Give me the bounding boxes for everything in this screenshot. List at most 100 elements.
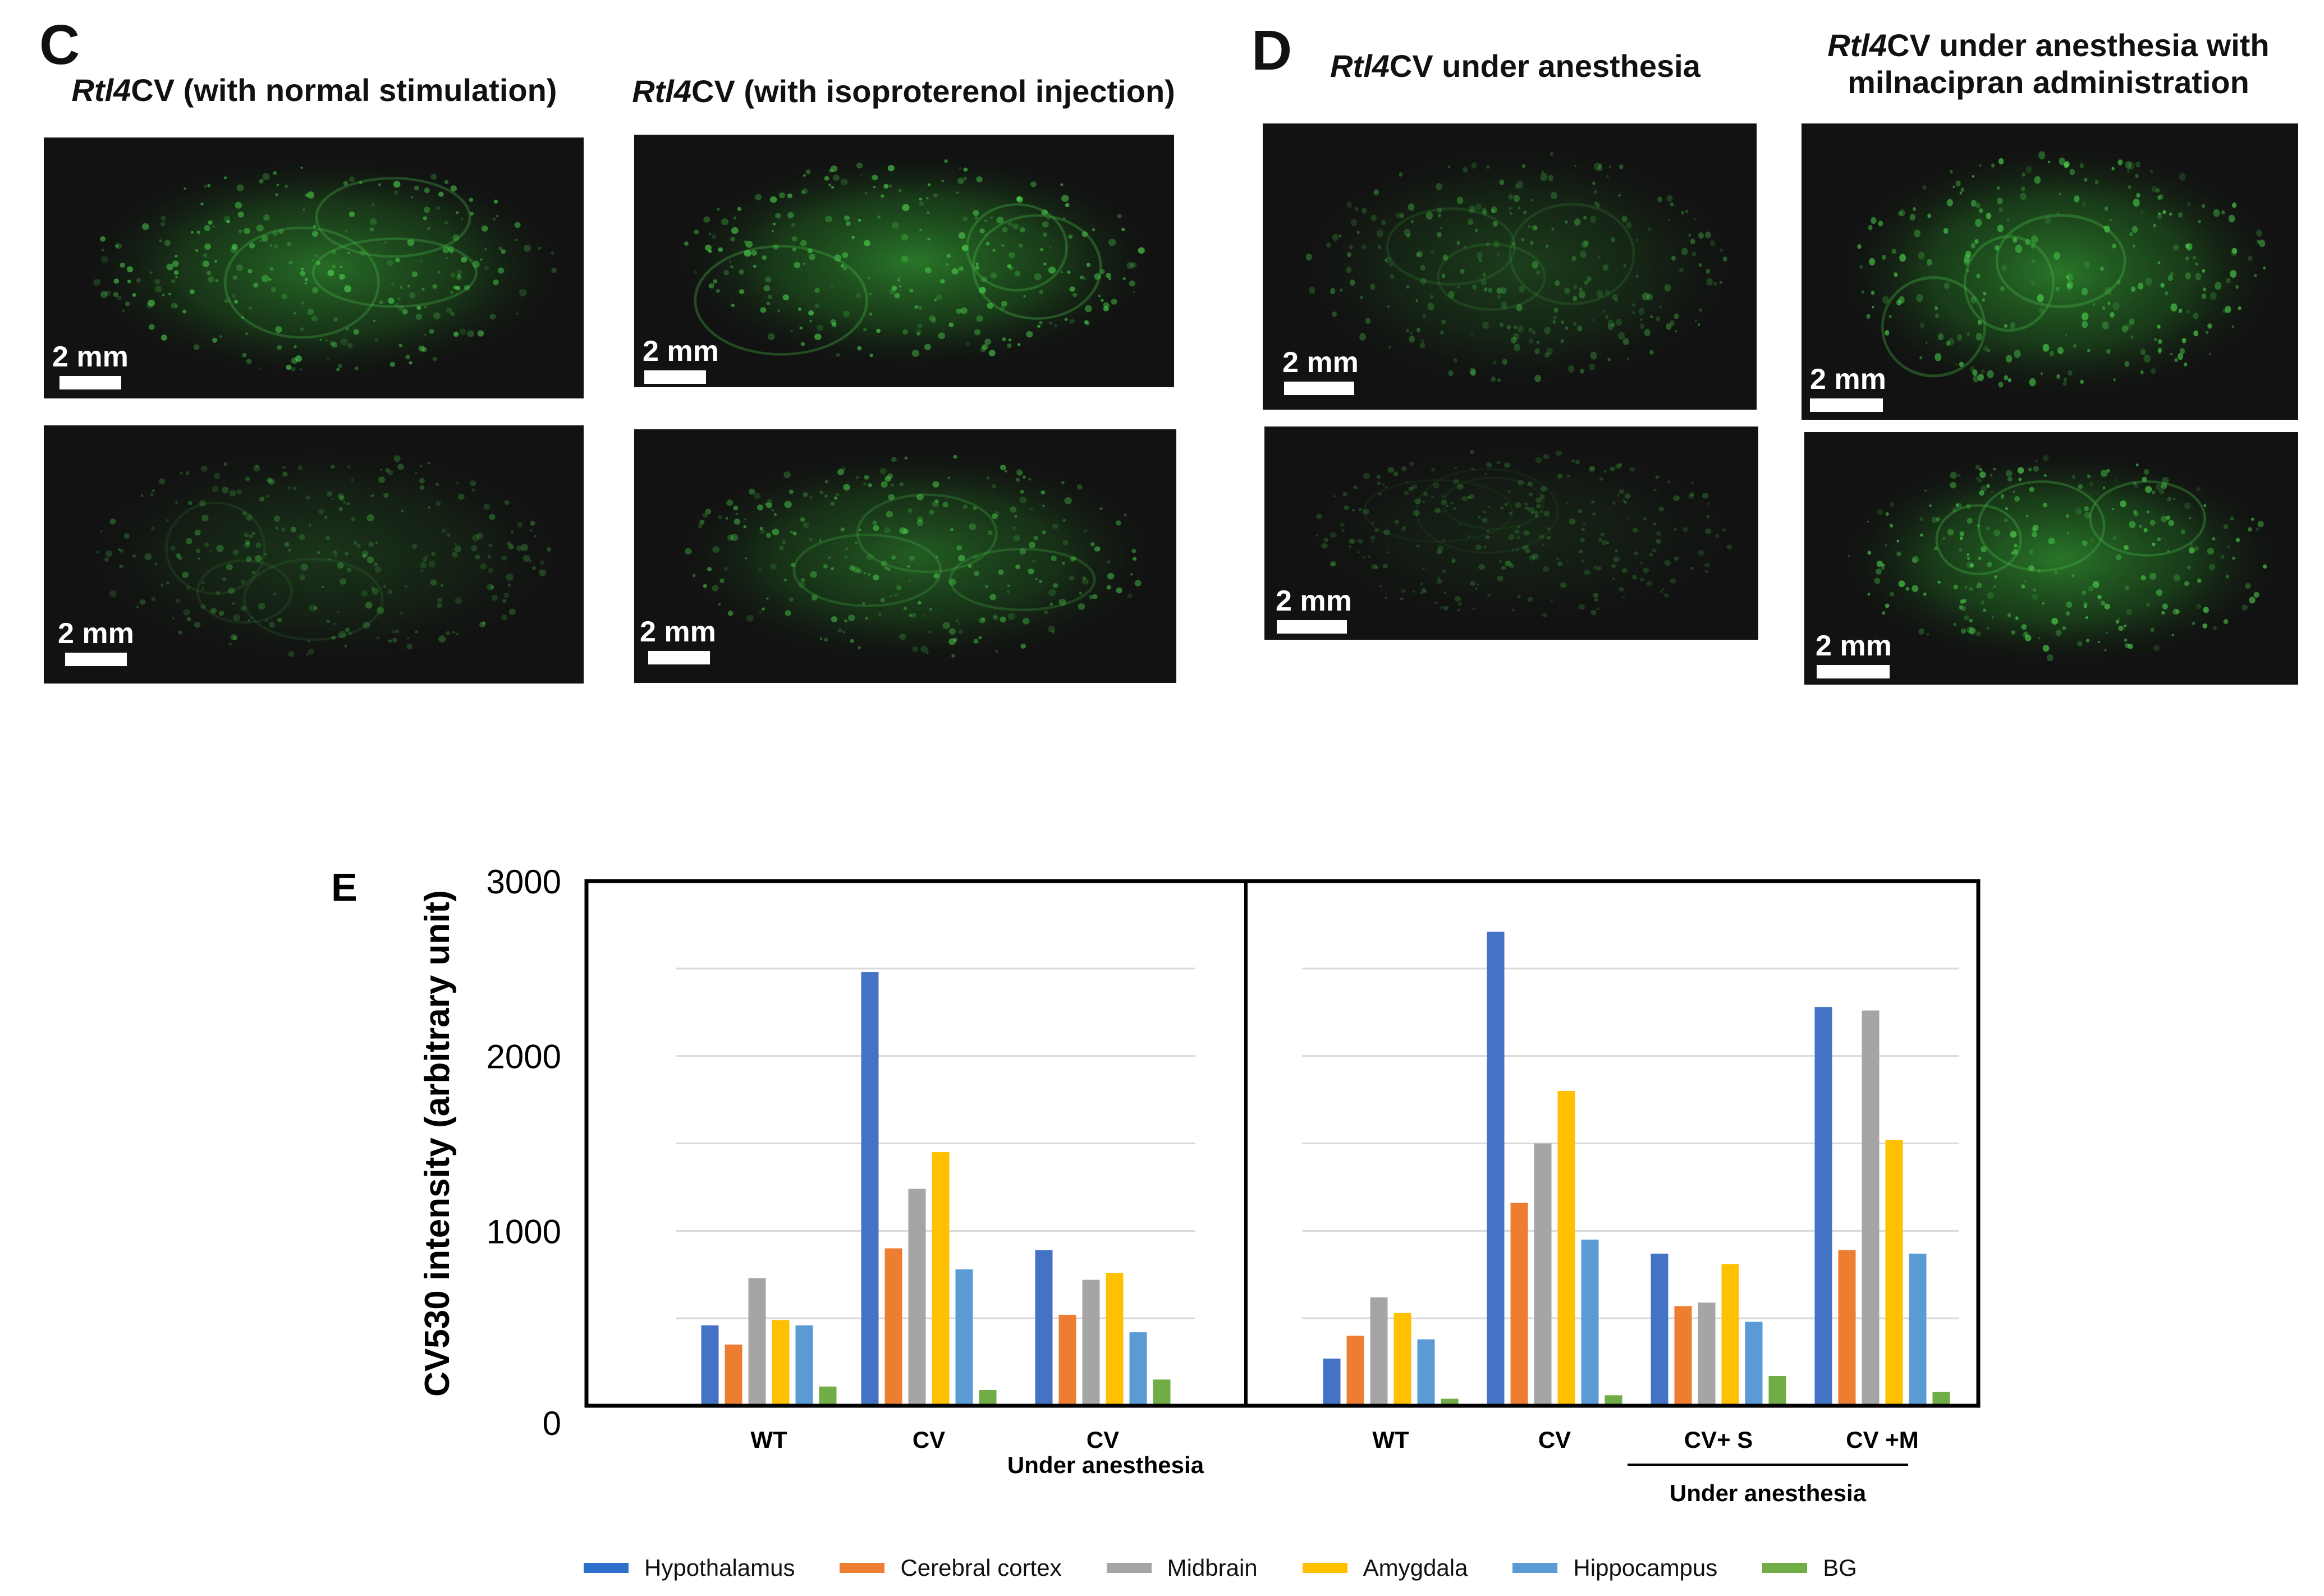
- bar-left-cv-bg: [1153, 1379, 1171, 1406]
- tissue-fluorescence: [677, 450, 1155, 663]
- bar-left-wt-amygdala: [772, 1320, 790, 1406]
- x-category-label: CV: [913, 1427, 945, 1453]
- tissue-fluorescence: [1302, 146, 1737, 387]
- scale-bar-label: 2 mm: [1816, 630, 1892, 662]
- scale-bar-label: 2 mm: [640, 616, 716, 648]
- panel-letter-e: E: [331, 865, 357, 909]
- chart-legend: Hypothalamus Cerebral cortex Midbrain Amygd…: [584, 1554, 1902, 1581]
- bar-right-cv-hypothalamus: [1487, 932, 1505, 1406]
- legend-label: BG: [1823, 1554, 1857, 1581]
- bar-right-cv-midbrain: [1534, 1143, 1552, 1406]
- bar-left-cv-amygdala: [1106, 1273, 1124, 1406]
- bar-left-cv-hippocampus: [955, 1269, 973, 1406]
- caption-gene-italic: Rtl4: [1330, 48, 1390, 84]
- bar-left-wt-hippocampus: [795, 1325, 813, 1406]
- legend-item: Midbrain: [1106, 1554, 1258, 1581]
- y-tick-label: 2000: [487, 1038, 561, 1076]
- scale-bar: [644, 370, 706, 384]
- under-anesthesia-label: Under anesthesia: [1670, 1480, 1867, 1506]
- legend-label: Hypothalamus: [644, 1554, 795, 1581]
- legend-item: BG: [1762, 1554, 1857, 1581]
- scale-bar: [59, 376, 121, 389]
- bar-right-wt-cerebral-cortex: [1346, 1336, 1364, 1406]
- caption-normal-stimulation: Rtl4CV (with normal stimulation): [45, 72, 584, 109]
- legend-label: Midbrain: [1167, 1554, 1258, 1581]
- caption-text: CV under anesthesia: [1389, 48, 1700, 84]
- legend-swatch: [1106, 1563, 1152, 1573]
- bar-right-cvs-bg: [1768, 1376, 1786, 1406]
- caption-under-anesthesia: Rtl4CV under anesthesia: [1319, 48, 1712, 85]
- microscopy-image: 2 mm: [634, 135, 1174, 387]
- x-category-label: WT: [1372, 1427, 1409, 1453]
- x-category-label: CV: [1087, 1427, 1119, 1453]
- bar-left-wt-bg: [819, 1386, 837, 1406]
- caption-gene-italic: Rtl4: [632, 74, 691, 109]
- x-category-label: WT: [750, 1427, 787, 1453]
- panel-letter-d: D: [1252, 19, 1292, 82]
- bar-left-cv-cerebral-cortex: [884, 1248, 902, 1406]
- legend-swatch: [1762, 1563, 1808, 1573]
- bar-right-cvm-amygdala: [1885, 1140, 1903, 1406]
- bar-chart: E 0 1000 2000 3000 CV530 intensity (arbitrary…: [331, 863, 1981, 1506]
- bar-right-cvs-cerebral-cortex: [1674, 1306, 1692, 1406]
- scale-bar: [1810, 398, 1883, 412]
- y-tick-label: 0: [543, 1405, 561, 1442]
- caption-text: CV under anesthesia with: [1887, 27, 2270, 63]
- bar-right-wt-hippocampus: [1417, 1339, 1435, 1406]
- bar-left-cv-hypothalamus: [861, 972, 879, 1406]
- bar-right-wt-midbrain: [1370, 1297, 1388, 1406]
- scale-bar-label: 2 mm: [1276, 585, 1352, 617]
- tissue-fluorescence: [1841, 147, 2279, 396]
- bar-right-cvm-midbrain: [1862, 1010, 1880, 1406]
- caption-isoproterenol: Rtl4CV (with isoproterenol injection): [629, 73, 1179, 110]
- bar-right-cvs-hippocampus: [1745, 1322, 1763, 1406]
- scale-bar-label: 2 mm: [643, 335, 719, 368]
- bar-right-cvs-amygdala: [1721, 1264, 1739, 1406]
- bar-right-cvm-cerebral-cortex: [1838, 1250, 1856, 1406]
- microscopy-image: 2 mm: [1263, 123, 1757, 410]
- bar-right-wt-hypothalamus: [1323, 1358, 1341, 1406]
- bar-right-cv-amygdala: [1557, 1091, 1575, 1406]
- legend-item: Hypothalamus: [584, 1554, 795, 1581]
- tissue-fluorescence: [86, 446, 562, 663]
- scale-bar: [1284, 382, 1354, 395]
- legend-swatch: [1302, 1563, 1347, 1573]
- tissue-fluorescence: [86, 158, 562, 378]
- legend-swatch: [584, 1563, 629, 1573]
- scale-bar: [65, 653, 127, 666]
- bar-right-cv-cerebral-cortex: [1510, 1203, 1528, 1406]
- x-category-label: CV: [1538, 1427, 1571, 1453]
- bar-left-cv-cerebral-cortex: [1058, 1314, 1076, 1406]
- legend-label: Cerebral cortex: [900, 1554, 1062, 1581]
- caption-gene-italic: Rtl4: [71, 72, 131, 108]
- x-category-sublabel: Under anesthesia: [1007, 1452, 1204, 1478]
- legend-item: Cerebral cortex: [840, 1554, 1062, 1581]
- bar-right-cv-hippocampus: [1581, 1239, 1599, 1406]
- y-tick-label: 1000: [487, 1213, 561, 1250]
- legend-label: Amygdala: [1363, 1554, 1468, 1581]
- microscopy-image: 2 mm: [1804, 432, 2298, 685]
- bar-left-cv-hypothalamus: [1035, 1250, 1053, 1406]
- scale-bar-label: 2 mm: [1810, 363, 1886, 396]
- bar-right-wt-amygdala: [1394, 1313, 1411, 1406]
- microscopy-image: 2 mm: [634, 429, 1176, 683]
- bar-left-wt-cerebral-cortex: [725, 1344, 742, 1406]
- bar-left-wt-hypothalamus: [701, 1325, 719, 1406]
- bar-right-cvm-hypothalamus: [1814, 1007, 1832, 1406]
- y-tick-label: 3000: [487, 863, 561, 901]
- microscopy-image: 2 mm: [1264, 426, 1758, 640]
- bar-right-cvm-hippocampus: [1909, 1253, 1927, 1406]
- scale-bar-label: 2 mm: [52, 341, 129, 373]
- bar-left-cv-hippocampus: [1129, 1332, 1147, 1406]
- scale-bar: [1817, 665, 1890, 678]
- tissue-fluorescence: [677, 155, 1153, 367]
- legend-swatch: [840, 1563, 885, 1573]
- bar-right-cvs-hypothalamus: [1651, 1253, 1668, 1406]
- caption-gene-italic: Rtl4: [1827, 27, 1887, 63]
- plot-frame: [584, 879, 1981, 1408]
- scale-bar: [648, 651, 710, 664]
- bar-left-cv-amygdala: [932, 1152, 950, 1406]
- bar-right-cvs-midbrain: [1698, 1303, 1716, 1406]
- bar-left-cv-midbrain: [908, 1189, 926, 1406]
- caption-text: CV (with isoproterenol injection): [691, 74, 1175, 109]
